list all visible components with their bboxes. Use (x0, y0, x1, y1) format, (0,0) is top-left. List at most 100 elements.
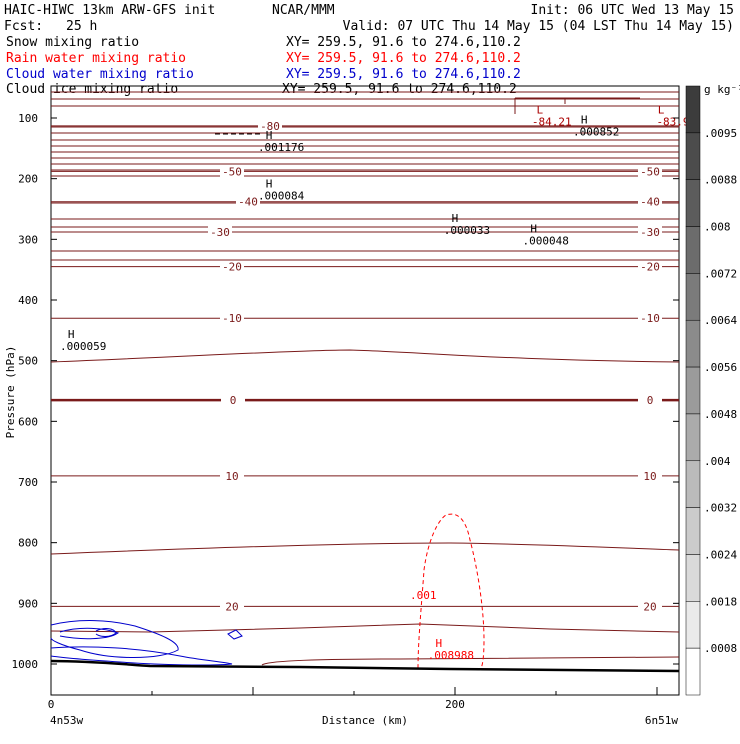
isotherm-label-right: 10 (643, 470, 656, 483)
model-title: HAIC-HIWC 13km ARW-GFS init (4, 3, 215, 18)
isotherm-label-bg-right (638, 226, 662, 239)
low-bracket (514, 97, 640, 114)
isotherm-wave-800 (50, 542, 680, 555)
colorbar-swatch (685, 507, 701, 555)
isotherm-label-bg-right (638, 600, 662, 613)
extremum-value: .008988 (428, 649, 474, 662)
terrain-line (50, 659, 680, 673)
colorbar-label: .0095 (704, 127, 737, 140)
x-tick-label: 200 (445, 698, 465, 711)
isotherm-label: -30 (210, 226, 230, 239)
isotherm-label: -50 (222, 165, 242, 178)
field-xy-snow: XY= 259.5, 91.6 to 274.6,110.2 (286, 35, 521, 50)
colorbar-swatch (685, 413, 701, 462)
field-label-cloud-ice: Cloud ice mixing ratio (6, 82, 178, 97)
isotherm-label-bg-right (638, 394, 662, 407)
field-xy-cloud-water: XY= 259.5, 91.6 to 274.6,110.2 (286, 67, 521, 82)
field-xy-cloud-ice: XY= 259.5, 91.6 to 274.6,110.2 (282, 82, 517, 97)
isotherm-label-bg (220, 165, 244, 178)
extremum-marker: H (581, 113, 588, 126)
isotherm-label: -10 (222, 312, 242, 325)
y-tick-label: 200 (18, 173, 38, 186)
y-tick-label: 400 (18, 294, 38, 307)
colorbar-label: .0056 (704, 361, 737, 374)
rain-contour-label: .001 (410, 589, 437, 602)
extremum-marker: H (68, 328, 75, 341)
colorbar-unit: g kg⁻¹ (704, 83, 740, 96)
extremum-value: .000033 (444, 224, 490, 237)
y-tick-label: 100 (18, 112, 38, 125)
y-tick-label: 600 (18, 415, 38, 428)
isotherm-label-bg-right (638, 165, 662, 178)
extremum-marker: H (435, 637, 442, 650)
extremum-marker: L (658, 104, 665, 117)
center-label: NCAR/MMM (272, 3, 335, 18)
cloud-water-contour-small (227, 629, 243, 640)
isotherm-label-bg (220, 312, 244, 325)
extremum-marker: L (536, 104, 543, 117)
field-label-rain: Rain water mixing ratio (6, 51, 186, 66)
field-xy-rain: XY= 259.5, 91.6 to 274.6,110.2 (286, 51, 521, 66)
fcst-value: 25 h (66, 19, 97, 34)
colorbar-label: .0088 (704, 174, 737, 187)
colorbar-label: .0072 (704, 267, 737, 280)
colorbar-label: .0064 (704, 314, 737, 327)
x-tick-label: 0 (48, 698, 55, 711)
colorbar-label: .0008 (704, 642, 737, 655)
isotherm-surface (261, 656, 680, 666)
field-label-cloud-water: Cloud water mixing ratio (6, 67, 194, 82)
colorbar-label: .0024 (704, 548, 737, 561)
colorbar-swatch (685, 601, 701, 649)
isotherm-label: 20 (225, 600, 238, 613)
colorbar-swatch (685, 319, 701, 368)
x-end-left: 4n53w (50, 714, 83, 727)
isotherm-label-bg (258, 119, 282, 132)
x-end-right: 6n51w (645, 714, 678, 727)
valid-time: Valid: 07 UTC Thu 14 May 15 (04 LST Thu … (343, 19, 734, 34)
extremum-value: -83.9 (656, 116, 689, 129)
upper-isotherms (51, 91, 679, 261)
isotherm-label-bg (208, 226, 232, 239)
extremum-marker: H (452, 212, 459, 225)
field-label-snow: Snow mixing ratio (6, 35, 139, 50)
isotherm-label-right: 20 (643, 600, 656, 613)
colorbar-labels: .0095 .0088 .008 .0072 .0064 .0056 .0048 .004 .0… (704, 127, 737, 655)
isotherm-label: 10 (225, 470, 238, 483)
isotherm-label-bg (236, 195, 260, 208)
isotherm-label-bg-right (638, 312, 662, 325)
isotherm-label-right: 0 (647, 394, 654, 407)
extremum-value: .001176 (258, 141, 304, 154)
colorbar-swatch (685, 85, 701, 134)
isotherm-label: -20 (222, 261, 242, 274)
fcst-label: Fcst: (4, 19, 43, 34)
isotherm-label-bg-right (638, 195, 662, 208)
contour-layer (50, 91, 680, 673)
colorbar-swatch (685, 132, 701, 180)
isotherm-label-right: -50 (640, 165, 660, 178)
cloud-water-contour-core (95, 628, 117, 637)
isotherm-label-right: -10 (640, 312, 660, 325)
colorbar-label: .004 (704, 455, 731, 468)
isotherm-label-right: -40 (640, 196, 660, 209)
y-axis-title: Pressure (hPa) (4, 346, 17, 439)
isotherm-contours: -80 -50 -50 -40 -40 -30 -30 -20 -20 -10 -10 0 0 10 10 2… (51, 119, 679, 613)
colorbar-swatch (685, 273, 701, 321)
isotherm-label-right: -20 (640, 261, 660, 274)
y-tick-label: 300 (18, 233, 38, 246)
isotherm-label: -80 (260, 120, 280, 133)
y-tick-label: 900 (18, 597, 38, 610)
x-axis-title: Distance (km) (322, 714, 408, 727)
extremum-marker: H (266, 178, 273, 191)
colorbar-swatch (685, 460, 701, 508)
colorbar-label: .0018 (704, 595, 737, 608)
isotherm-label-bg (221, 394, 245, 407)
plot-frame (50, 85, 680, 696)
isotherm-label-bg-right (638, 260, 662, 273)
isotherm-label-bg (220, 260, 244, 273)
colorbar-swatch (685, 366, 701, 415)
field-list: Snow mixing ratio XY= 259.5, 91.6 to 274… (6, 35, 521, 97)
